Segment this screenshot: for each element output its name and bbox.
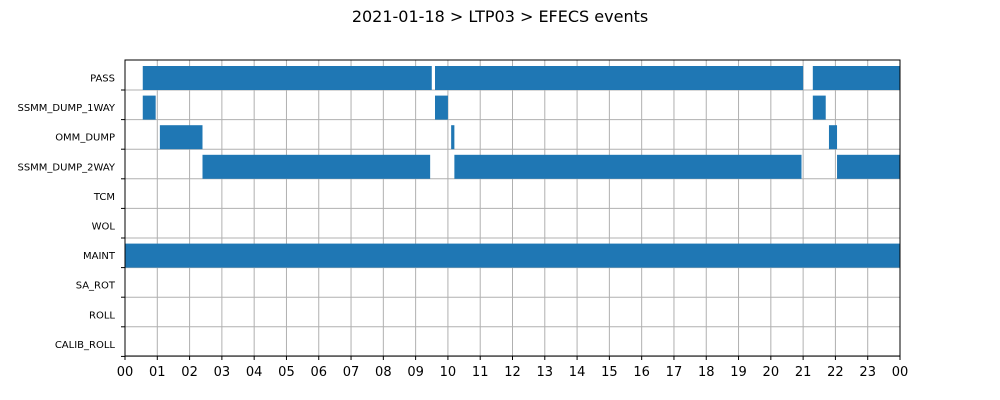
x-tick-label: 09 <box>407 365 424 380</box>
y-category-label: CALIB_ROLL <box>55 340 116 351</box>
event-bar <box>812 66 900 90</box>
x-tick-label: 12 <box>504 365 521 380</box>
event-bar <box>837 154 900 179</box>
y-axis: PASS SSMM_DUMP_1WAY OMM_DUMP SSMM_DUMP_2WAY… <box>17 74 125 357</box>
y-category-label: OMM_DUMP <box>55 133 115 144</box>
event-bar <box>435 66 804 90</box>
x-axis: 00 01 02 03 04 05 06 07 08 09 10 11 12 13 14 15 16 17 18 19… <box>117 356 909 380</box>
x-tick-label: 05 <box>278 365 295 380</box>
x-tick-label: 16 <box>633 365 650 380</box>
x-tick-label: 22 <box>827 365 844 380</box>
y-category-label: SSMM_DUMP_2WAY <box>17 162 115 173</box>
x-tick-label: 10 <box>440 365 457 380</box>
y-category-label: SA_ROT <box>76 281 116 292</box>
y-category-label: SSMM_DUMP_1WAY <box>17 103 115 114</box>
event-bar <box>142 66 432 90</box>
event-bar <box>451 125 455 150</box>
x-tick-label: 03 <box>214 365 231 380</box>
y-category-label: TCM <box>93 192 115 203</box>
x-tick-label: 04 <box>246 365 263 380</box>
x-tick-label: 02 <box>181 365 198 380</box>
x-tick-label: 17 <box>666 365 683 380</box>
event-bar <box>202 154 431 179</box>
y-category-label: MAINT <box>83 251 116 262</box>
event-bar <box>435 95 448 120</box>
x-tick-label: 15 <box>601 365 618 380</box>
x-tick-label: 06 <box>310 365 327 380</box>
x-tick-label: 11 <box>472 365 489 380</box>
x-tick-label: 01 <box>149 365 166 380</box>
event-bars <box>125 66 900 268</box>
y-category-label: PASS <box>90 74 115 85</box>
y-category-label: ROLL <box>89 310 115 321</box>
x-tick-label: 00 <box>892 365 909 380</box>
event-bar <box>142 95 156 120</box>
x-tick-label: 19 <box>730 365 747 380</box>
x-tick-label: 07 <box>343 365 360 380</box>
x-tick-label: 18 <box>698 365 715 380</box>
x-tick-label: 14 <box>569 365 586 380</box>
event-bar <box>454 154 802 179</box>
x-tick-label: 08 <box>375 365 392 380</box>
chart-title: 2021-01-18 > LTP03 > EFECS events <box>352 7 648 26</box>
x-tick-label: 13 <box>537 365 554 380</box>
event-bar <box>159 125 203 150</box>
event-bar <box>812 95 826 120</box>
x-tick-label: 20 <box>763 365 780 380</box>
x-tick-label: 00 <box>117 365 134 380</box>
x-tick-label: 21 <box>795 365 812 380</box>
event-bar <box>828 125 838 150</box>
event-bar <box>125 243 900 268</box>
x-tick-label: 23 <box>859 365 876 380</box>
y-category-label: WOL <box>92 222 116 233</box>
grid-lines <box>124 60 901 357</box>
